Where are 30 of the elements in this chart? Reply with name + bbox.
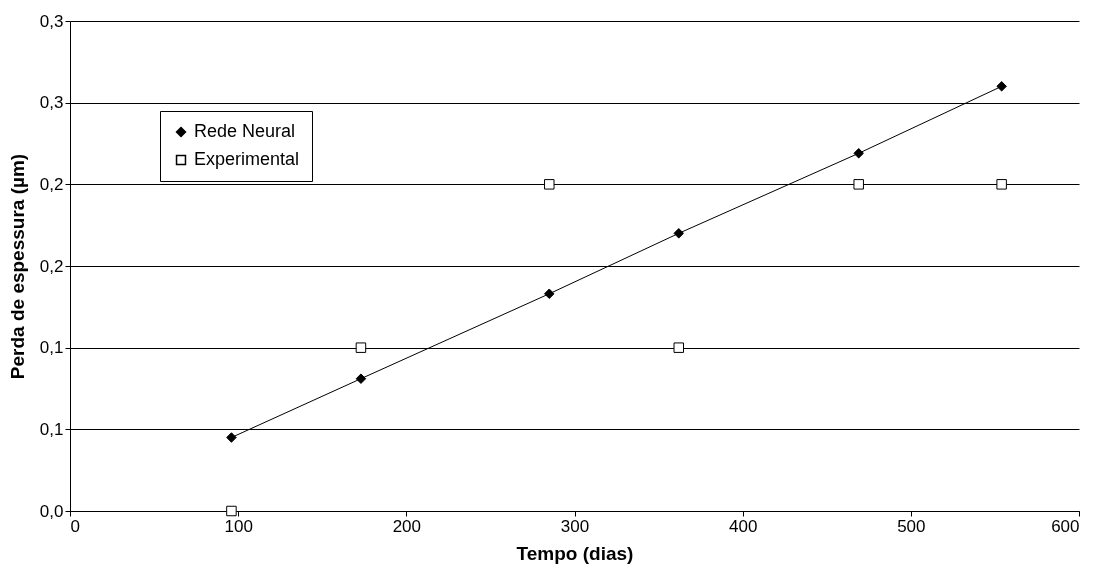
point <box>673 228 685 239</box>
y-tick-label: 0,0 <box>39 501 64 521</box>
y-tick-label: 0,3 <box>39 93 64 113</box>
point <box>853 148 864 159</box>
x-tick-label: 400 <box>728 516 758 536</box>
x-axis-title: Tempo (dias) <box>516 542 634 564</box>
legend-label: Experimental <box>194 149 300 169</box>
x-tick-label: 500 <box>897 516 926 536</box>
point <box>996 81 1007 92</box>
x-tick-label: 300 <box>560 516 590 536</box>
y-tick-label: 0,2 <box>39 174 64 194</box>
point <box>544 179 555 190</box>
point <box>226 505 237 517</box>
y-tick-label: 0,1 <box>39 338 64 358</box>
x-tick-label: 600 <box>1051 516 1080 536</box>
legend-label: Rede Neural <box>194 121 296 141</box>
point <box>853 179 864 190</box>
y-tick-label: 0,3 <box>39 11 64 31</box>
point <box>673 342 685 353</box>
x-tick-label: 200 <box>392 516 422 536</box>
point <box>544 288 555 300</box>
y-tick-label: 0,2 <box>39 256 64 276</box>
x-tick-label: 0 <box>70 516 80 536</box>
point <box>355 373 367 384</box>
point <box>355 342 367 353</box>
point <box>226 432 237 443</box>
y-axis-title: Perda de espessura (µm) <box>6 153 28 380</box>
x-tick-label: 100 <box>224 516 253 536</box>
y-tick-label: 0,1 <box>39 419 64 439</box>
point <box>996 179 1007 190</box>
